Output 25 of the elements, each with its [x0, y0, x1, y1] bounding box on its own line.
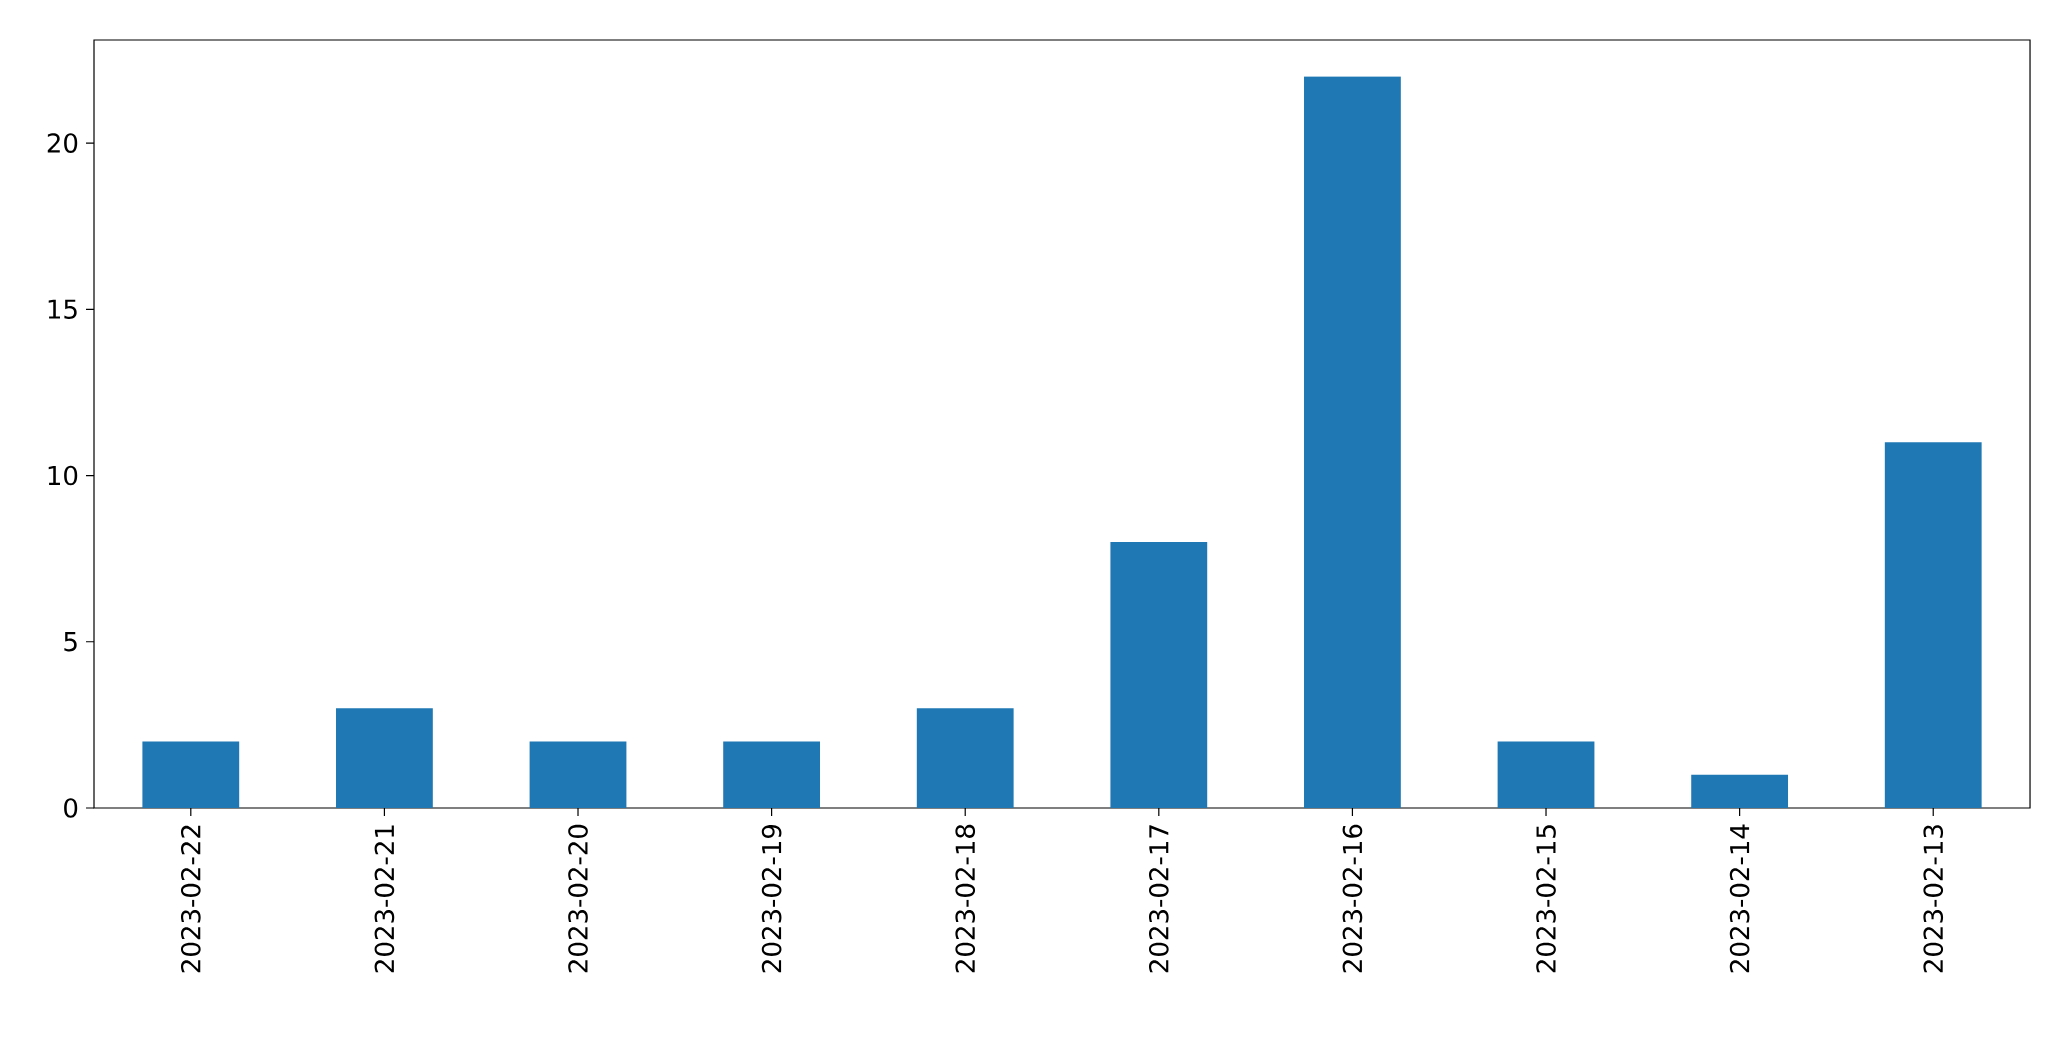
- bar: [916, 708, 1014, 808]
- y-tick-label: 10: [48, 465, 78, 486]
- x-tick-label: 2023-02-22: [180, 825, 201, 973]
- bar: [529, 741, 627, 808]
- bar: [723, 741, 821, 808]
- y-tick-label: 0: [64, 798, 78, 818]
- x-tick-label: 2023-02-15: [1536, 825, 1556, 973]
- x-tick-label: 2023-02-19: [761, 824, 782, 973]
- bar: [142, 741, 240, 808]
- bar: [1304, 76, 1401, 808]
- x-tick-label: 2023-02-17: [1148, 825, 1169, 973]
- y-tick-label: 15: [48, 299, 77, 319]
- x-tick-label: 2023-02-14: [1729, 824, 1750, 973]
- bar: [336, 708, 433, 808]
- bar: [1497, 741, 1595, 808]
- bar: [1110, 542, 1208, 808]
- x-tick-label: 2023-02-16: [1342, 824, 1363, 973]
- y-tick-label: 5: [64, 632, 77, 652]
- bar: [1884, 442, 1982, 808]
- bar: [1691, 774, 1789, 808]
- x-tick-label: 2023-02-20: [568, 824, 588, 973]
- x-tick-label: 2023-02-13: [1923, 825, 1944, 973]
- x-tick-label: 2023-02-18: [955, 824, 976, 973]
- y-tick-label: 20: [47, 133, 78, 153]
- x-tick-label: 2023-02-21: [374, 825, 395, 973]
